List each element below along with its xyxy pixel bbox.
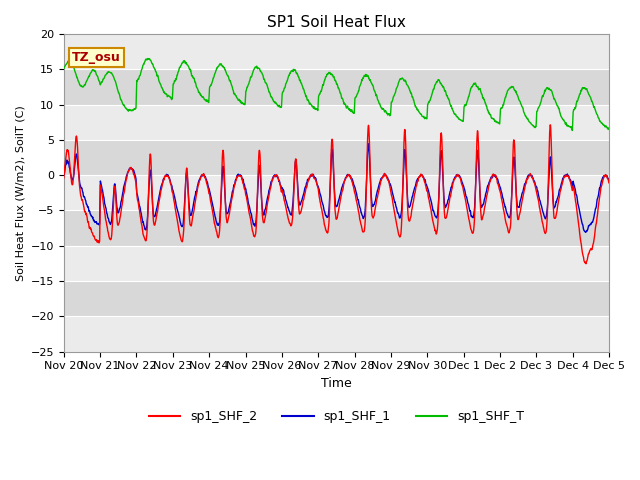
Bar [64,105,609,140]
Bar [64,34,609,69]
Bar [64,175,609,210]
X-axis label: Time: Time [321,377,352,390]
Title: SP1 Soil Heat Flux: SP1 Soil Heat Flux [267,15,406,30]
Bar [64,316,609,351]
Legend: sp1_SHF_2, sp1_SHF_1, sp1_SHF_T: sp1_SHF_2, sp1_SHF_1, sp1_SHF_T [144,406,529,428]
Y-axis label: Soil Heat Flux (W/m2), SoilT (C): Soil Heat Flux (W/m2), SoilT (C) [15,105,25,281]
Text: TZ_osu: TZ_osu [72,51,121,64]
Bar [64,246,609,281]
